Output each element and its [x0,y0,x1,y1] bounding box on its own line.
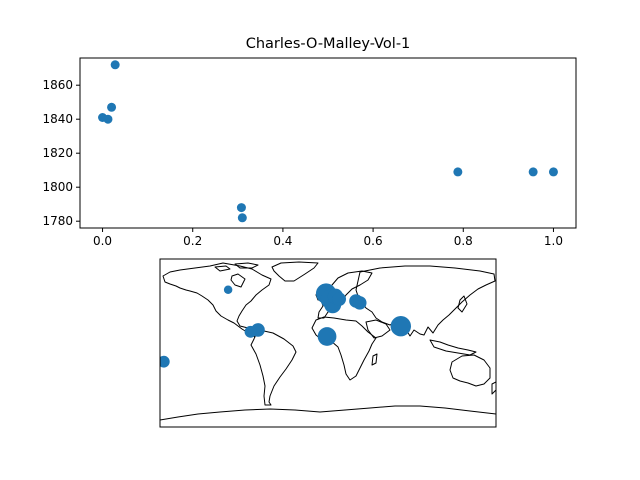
chart-title: Charles-O-Malley-Vol-1 [246,36,411,52]
scatter-point [453,167,463,177]
scatter-point [237,213,247,223]
x-tick-label: 0.4 [273,234,292,248]
map-marker [332,292,347,306]
x-axis: 0.0 0.2 0.4 0.6 0.8 1.0 [93,228,563,248]
scatter-points [98,60,558,223]
map-marker [352,296,367,310]
scatter-point [103,114,113,124]
coastline-greenland [271,261,319,282]
coastline-new-zealand [491,381,496,395]
coastline-asia [355,265,496,337]
coastline-hudson-bay [230,273,246,288]
world-map [159,258,497,428]
coastline-japan [457,295,468,313]
map-marker [244,325,257,338]
map-marker [390,316,411,337]
y-tick-label: 1780 [42,214,73,228]
map-markers [160,283,411,368]
x-tick-label: 1.0 [544,234,563,248]
scatter-point [528,167,538,177]
coastline-arabia [365,319,391,339]
scatter-point [110,60,120,70]
coastline-antarctica [160,405,496,421]
map-marker [317,327,337,346]
scatter-point [548,167,558,177]
scatter-point [236,203,246,213]
y-tick-label: 1820 [42,146,73,160]
coastline-south-america [250,330,297,406]
coastline-madagascar [371,353,378,366]
map-marker [223,285,233,295]
plot-frame [79,57,577,229]
map-frame [159,258,497,428]
x-tick-label: 0.0 [93,234,112,248]
y-axis: 1780 1800 1820 1840 1860 [42,78,80,228]
y-tick-label: 1800 [42,180,73,194]
x-tick-label: 0.8 [454,234,473,248]
scatter-point [107,102,117,112]
x-tick-label: 0.2 [183,234,202,248]
y-tick-label: 1860 [42,78,73,92]
coastline-arctic-islands [214,262,259,272]
map-marker [160,355,170,368]
y-tick-label: 1840 [42,112,73,126]
coastline-australia [449,354,491,387]
coastline-indonesia [429,339,477,356]
scatter-chart: Charles-O-Malley-Vol-1 0.0 0.2 0.4 0.6 0.8 1.… [42,36,577,248]
x-tick-label: 0.6 [364,234,383,248]
